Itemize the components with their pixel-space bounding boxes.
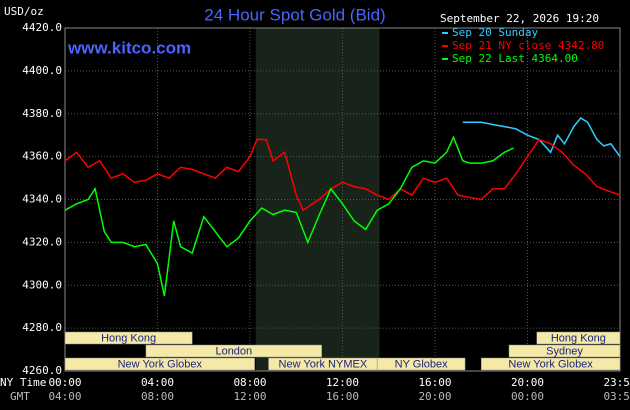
x-tick-label: 00:00 <box>48 376 81 389</box>
site-label: www.kitco.com <box>67 38 191 57</box>
y-tick-label: 4280.0 <box>22 321 62 334</box>
session-label: London <box>215 345 252 357</box>
session-bar <box>481 357 621 371</box>
session-bar <box>508 344 621 358</box>
x-tick-label: 12:00 <box>326 376 359 389</box>
x2-tick-label: 12:00 <box>233 390 266 403</box>
session-label: New York NYMEX <box>279 358 368 370</box>
legend-label: Sep 21 NY close 4342.80 <box>452 39 604 52</box>
legend-label: Sep 20 Sunday <box>452 26 538 39</box>
series-line <box>462 117 621 158</box>
x2-tick-label: 00:00 <box>511 390 544 403</box>
session-label: NY Globex <box>395 358 448 370</box>
y-tick-label: 4400.0 <box>22 64 62 77</box>
x-tick-label: 23:59 <box>603 376 630 389</box>
session-bar <box>376 357 466 371</box>
session-label: Hong Kong <box>551 332 606 344</box>
y-tick-label: 4420.0 <box>22 21 62 34</box>
y-tick-label: 4300.0 <box>22 278 62 291</box>
y-tick-label: 4380.0 <box>22 107 62 120</box>
session-label: Hong Kong <box>101 332 156 344</box>
x-tick-label: 20:00 <box>511 376 544 389</box>
series-line <box>64 135 514 297</box>
session-bar <box>64 331 193 345</box>
x2-tick-label: 08:00 <box>141 390 174 403</box>
x-tick-label: 16:00 <box>418 376 451 389</box>
y-tick-label: 4320.0 <box>22 235 62 248</box>
session-bar <box>145 344 322 358</box>
x-tick-label: 04:00 <box>141 376 174 389</box>
x2-tick-label: 03:59 <box>603 390 630 403</box>
session-bar <box>536 331 621 345</box>
y-tick-label: 4340.0 <box>22 193 62 206</box>
x2-tick-label: 04:00 <box>48 390 81 403</box>
session-label: New York Globex <box>118 358 203 370</box>
legend-label: Sep 22 Last 4364.00 <box>452 52 578 65</box>
timestamp: September 22, 2026 19:20 <box>440 12 599 25</box>
x-axis-label: NY Time <box>0 376 46 389</box>
x-tick-label: 08:00 <box>233 376 266 389</box>
y-tick-label: 4260.0 <box>22 364 62 377</box>
chart-title: 24 Hour Spot Gold (Bid) <box>204 5 385 24</box>
y-axis-label: USD/oz <box>4 5 44 18</box>
x2-axis-label: GMT <box>10 390 30 403</box>
x2-tick-label: 16:00 <box>326 390 359 403</box>
x2-tick-label: 20:00 <box>418 390 451 403</box>
session-bar <box>64 357 255 371</box>
plot-frame <box>64 27 621 372</box>
session-label: Sydney <box>546 345 583 357</box>
session-label: New York Globex <box>508 358 593 370</box>
y-tick-label: 4360.0 <box>22 150 62 163</box>
